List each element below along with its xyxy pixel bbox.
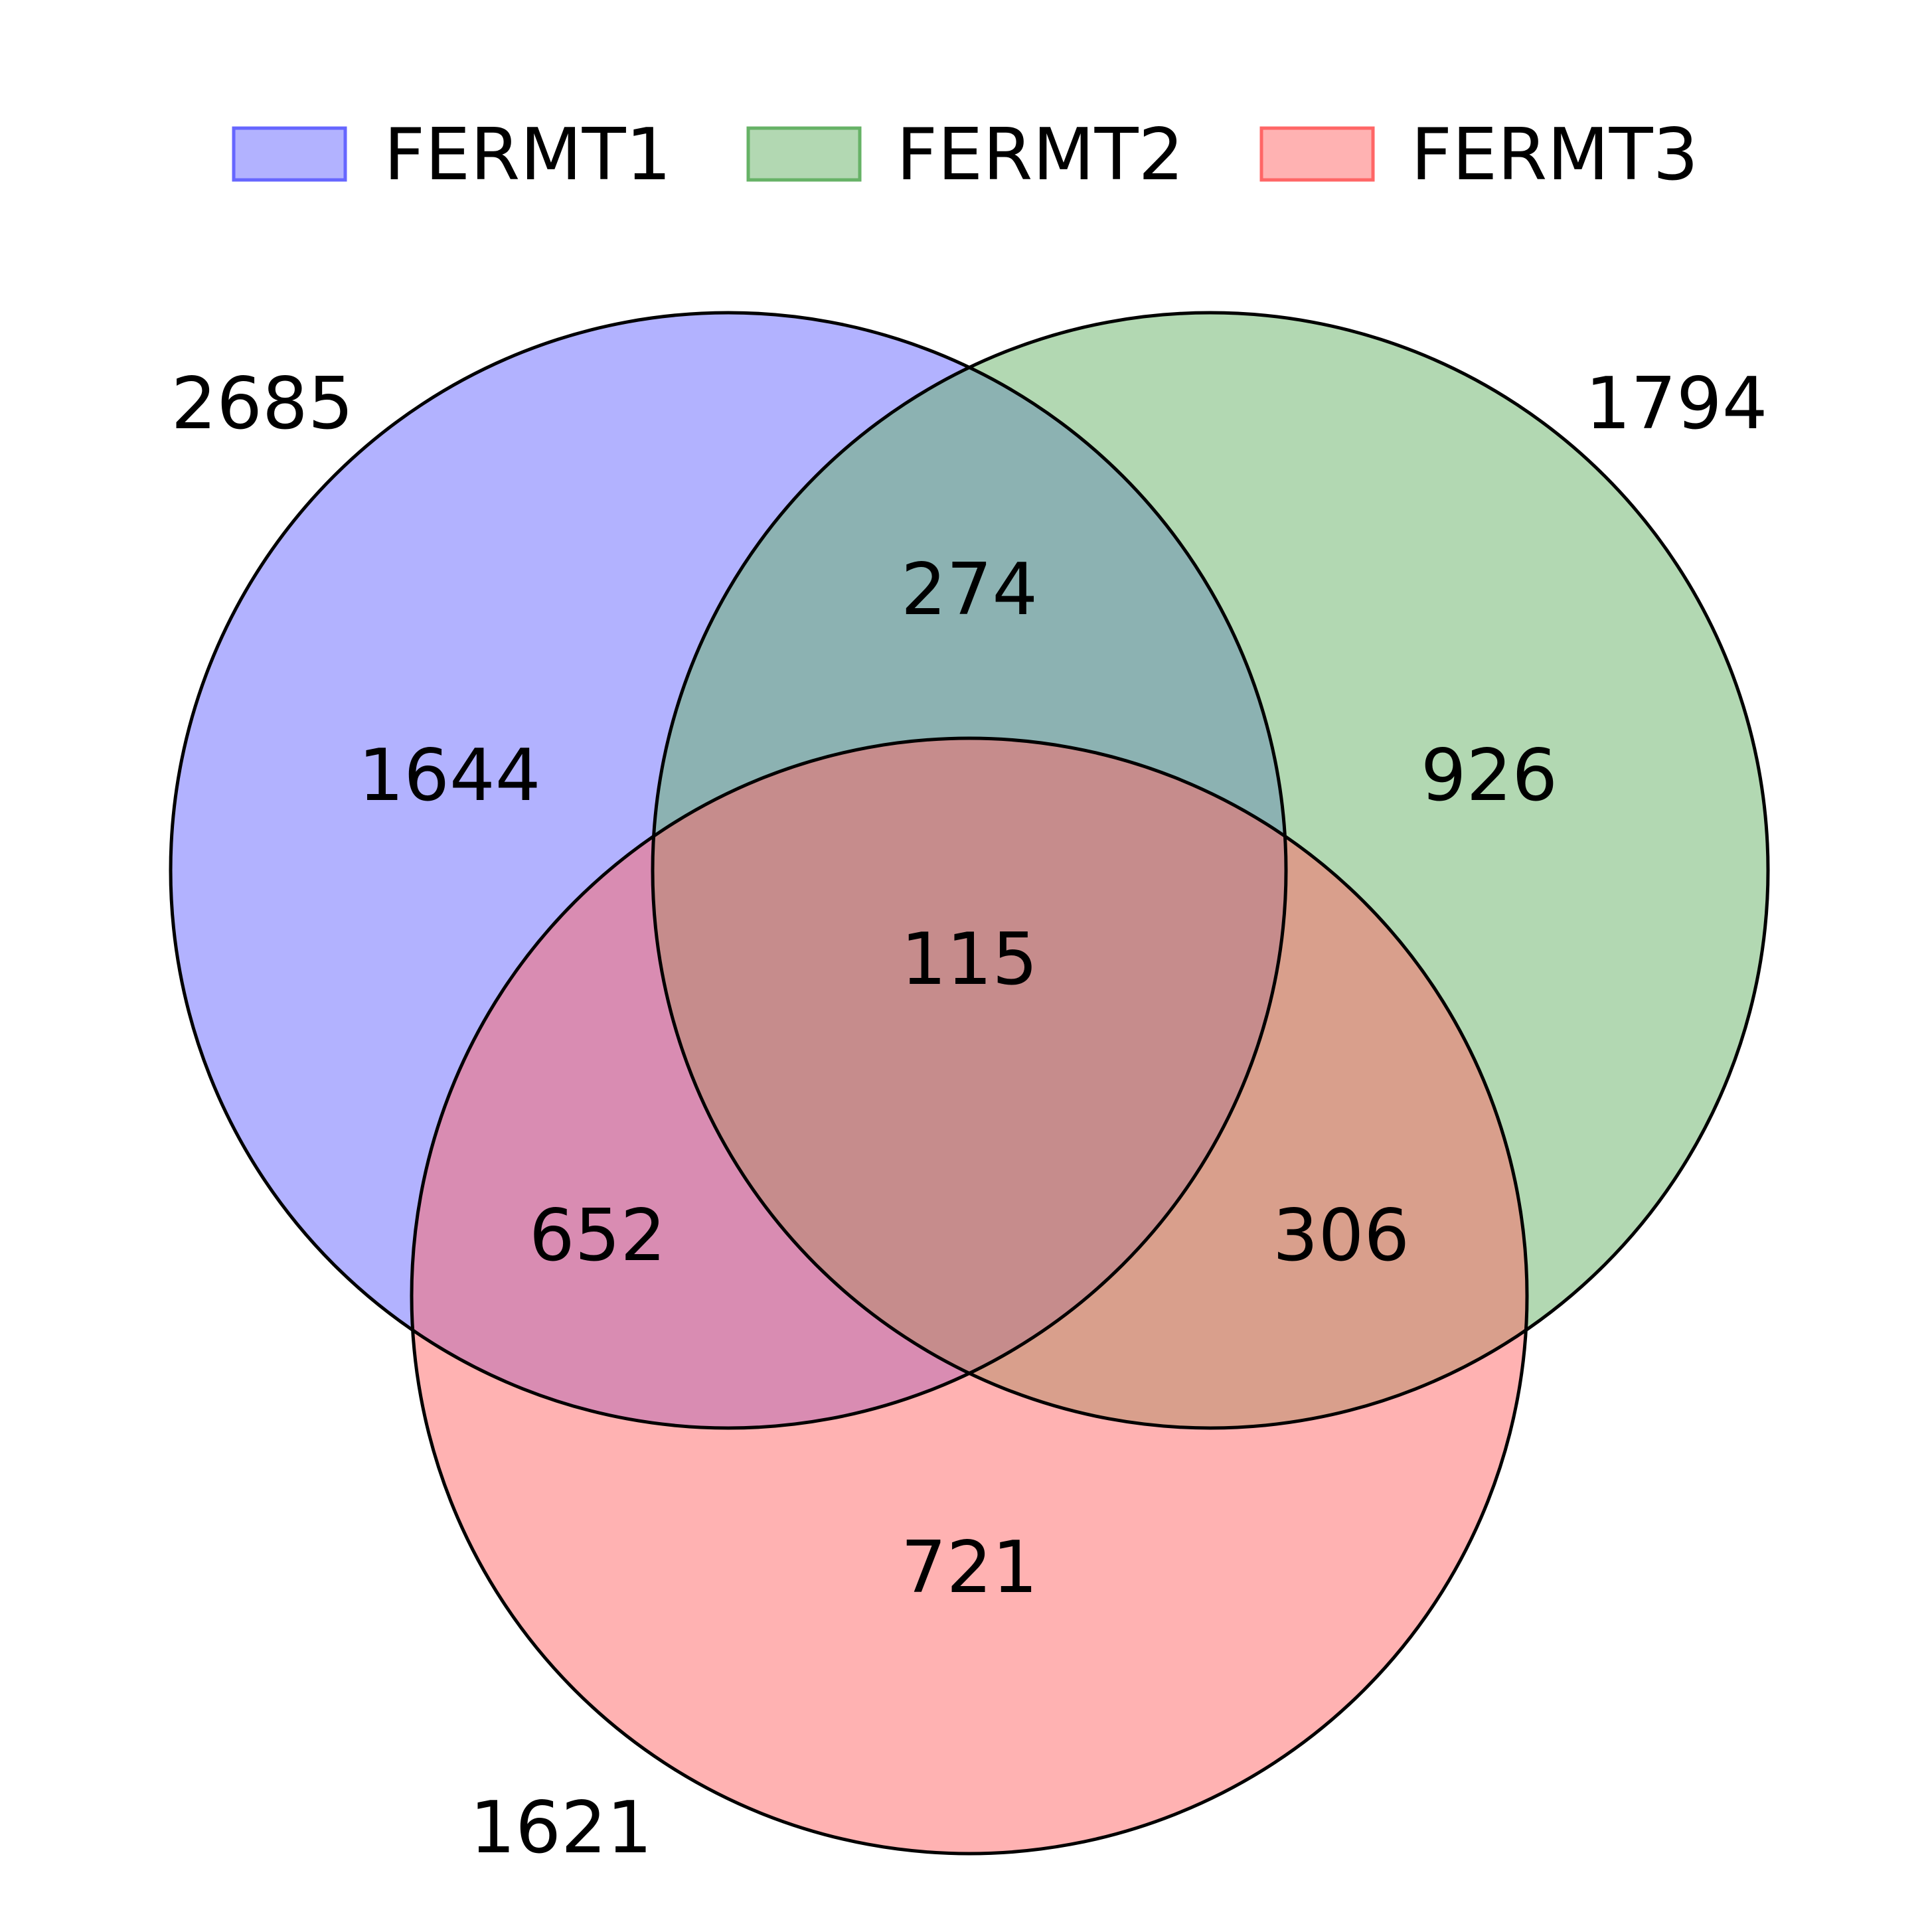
outline-fermt2 [651,311,1770,1430]
set-total-labels: 2685 1794 1621 [171,362,1768,1870]
outline-fermt3 [410,736,1529,1856]
circle-fermt3 [412,738,1527,1854]
legend-label-fermt3: FERMT3 [1411,114,1698,197]
set-total-fermt3: 1621 [470,1787,653,1870]
set-total-fermt1: 2685 [171,362,354,445]
region-fermt2-only: 926 [1421,734,1558,817]
outline-fermt1 [169,311,1288,1430]
legend-item-fermt3: FERMT3 [1259,114,1698,197]
legend-item-fermt2: FERMT2 [746,114,1184,197]
region-fermt3-only: 721 [901,1526,1038,1609]
legend-swatch-fermt3 [1259,126,1375,182]
region-fermt1-only: 1644 [359,734,541,817]
legend-label-fermt1: FERMT1 [384,114,671,197]
legend-swatch-fermt2 [746,126,862,182]
region-fermt1-fermt3: 652 [529,1194,666,1277]
region-all-three: 115 [901,918,1038,1001]
set-outlines [169,311,1770,1856]
region-labels: 1644 926 721 274 652 306 115 [359,548,1558,1609]
region-fermt1-fermt2: 274 [901,548,1038,631]
region-fermt2-fermt3: 306 [1273,1194,1409,1277]
set-total-fermt2: 1794 [1585,362,1768,445]
legend-item-fermt1: FERMT1 [232,114,671,197]
set-circles [171,313,1768,1854]
legend-label-fermt2: FERMT2 [896,114,1184,197]
legend: FERMT1 FERMT2 FERMT3 [232,114,1698,197]
legend-swatch-fermt1 [232,126,347,182]
